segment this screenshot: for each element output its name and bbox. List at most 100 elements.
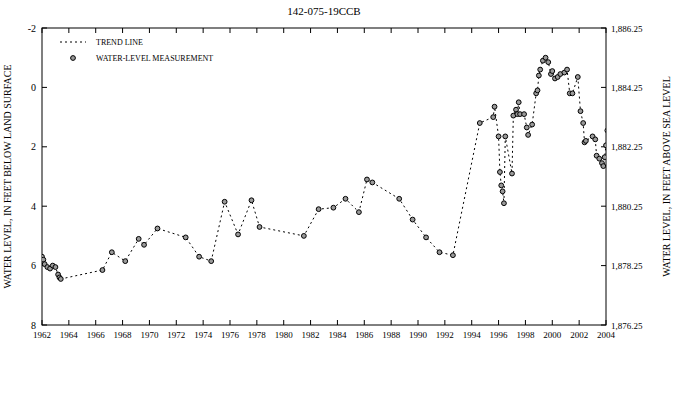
x-tick-label: 1984 — [328, 330, 347, 340]
x-tick — [471, 28, 472, 33]
measurement-point — [500, 189, 505, 194]
measurement-point — [331, 205, 336, 210]
measurement-point — [499, 183, 504, 188]
x-tick — [444, 28, 445, 33]
x-tick — [283, 28, 284, 33]
chart: 142-075-19CCB196219641966196819701972197… — [0, 0, 678, 408]
measurement-point — [536, 73, 541, 78]
measurement-point — [370, 180, 375, 185]
y-tick-label: 6 — [31, 260, 36, 271]
measurement-point — [316, 207, 321, 212]
measurement-point — [535, 88, 540, 93]
measurement-point — [209, 259, 214, 264]
plot-area — [42, 55, 606, 281]
y2-tick-label: 1,886.25 — [611, 24, 643, 34]
legend-line — [60, 42, 86, 43]
measurement-point — [593, 137, 598, 142]
measurement-point — [496, 134, 501, 139]
measurement-point — [136, 236, 141, 241]
x-tick-label: 1998 — [516, 330, 535, 340]
x-tick-label: 1978 — [248, 330, 267, 340]
x-tick — [42, 28, 43, 33]
y2-tick-label: 1,878.25 — [611, 261, 643, 271]
legend-label: WATER-LEVEL MEASUREMENT — [96, 54, 213, 63]
x-tick-label: 1990 — [409, 330, 428, 340]
x-tick-label: 1992 — [436, 330, 454, 340]
x-tick — [364, 28, 365, 33]
x-tick — [525, 28, 526, 33]
measurement-point — [583, 138, 588, 143]
x-tick-label: 1980 — [275, 330, 294, 340]
measurement-point — [109, 250, 114, 255]
measurement-point — [197, 254, 202, 259]
x-tick — [122, 28, 123, 33]
x-tick — [418, 28, 419, 33]
measurement-point — [498, 170, 503, 175]
measurement-point — [503, 134, 508, 139]
x-tick — [337, 320, 338, 325]
x-tick — [68, 28, 69, 33]
measurement-point — [605, 128, 606, 133]
x-tick — [230, 28, 231, 33]
measurement-point — [538, 67, 543, 72]
x-tick-label: 1982 — [302, 330, 320, 340]
measurement-point — [581, 121, 586, 126]
x-tick — [579, 28, 580, 33]
x-tick-label: 1964 — [60, 330, 79, 340]
measurement-point — [477, 121, 482, 126]
x-tick — [203, 320, 204, 325]
measurement-point — [597, 156, 602, 161]
measurement-point — [524, 125, 529, 130]
y-tick-label: 4 — [31, 201, 36, 212]
measurement-point — [491, 115, 496, 120]
x-tick — [391, 320, 392, 325]
x-tick — [230, 320, 231, 325]
y2-tick — [601, 265, 606, 266]
x-tick-label: 1996 — [490, 330, 509, 340]
x-tick — [418, 320, 419, 325]
x-tick — [95, 28, 96, 33]
x-tick-label: 1970 — [140, 330, 159, 340]
measurement-point — [550, 69, 555, 74]
measurement-point — [565, 67, 570, 72]
measurement-point — [365, 177, 370, 182]
measurement-point — [222, 199, 227, 204]
measurement-point — [604, 143, 606, 148]
measurement-point — [492, 104, 497, 109]
y-tick — [42, 206, 47, 207]
x-tick — [149, 28, 150, 33]
measurement-point — [546, 60, 551, 65]
y-tick — [42, 325, 47, 326]
measurement-point — [123, 259, 128, 264]
x-tick — [310, 28, 311, 33]
measurement-point — [343, 196, 348, 201]
x-tick-label: 1988 — [382, 330, 401, 340]
measurement-point — [58, 277, 63, 282]
x-tick-label: 1962 — [33, 330, 51, 340]
measurement-point — [142, 242, 147, 247]
measurement-point — [602, 155, 606, 160]
x-tick — [337, 28, 338, 33]
x-tick — [176, 28, 177, 33]
y2-tick — [601, 325, 606, 326]
measurement-point — [357, 210, 362, 215]
measurement-point — [510, 171, 515, 176]
x-tick — [498, 28, 499, 33]
x-tick — [42, 320, 43, 325]
y-axis-label: WATER LEVEL, IN FEET BELOW LAND SURFACE — [2, 64, 13, 288]
x-tick-label: 2000 — [543, 330, 562, 340]
legend-marker — [71, 56, 76, 61]
y-tick — [42, 146, 47, 147]
title: 142-075-19CCB — [287, 5, 360, 17]
x-tick — [176, 320, 177, 325]
x-tick — [203, 28, 204, 33]
y2-axis-label: WATER LEVEL, IN FEET ABOVE SEA LEVEL — [661, 76, 672, 277]
measurement-point — [570, 91, 575, 96]
y2-tick — [601, 87, 606, 88]
legend-label: TREND LINE — [96, 38, 143, 47]
x-tick-label: 1994 — [463, 330, 482, 340]
y2-tick-label: 1,880.25 — [611, 202, 643, 212]
x-tick-label: 1986 — [355, 330, 374, 340]
x-tick — [444, 320, 445, 325]
y-tick-label: -2 — [28, 23, 36, 34]
